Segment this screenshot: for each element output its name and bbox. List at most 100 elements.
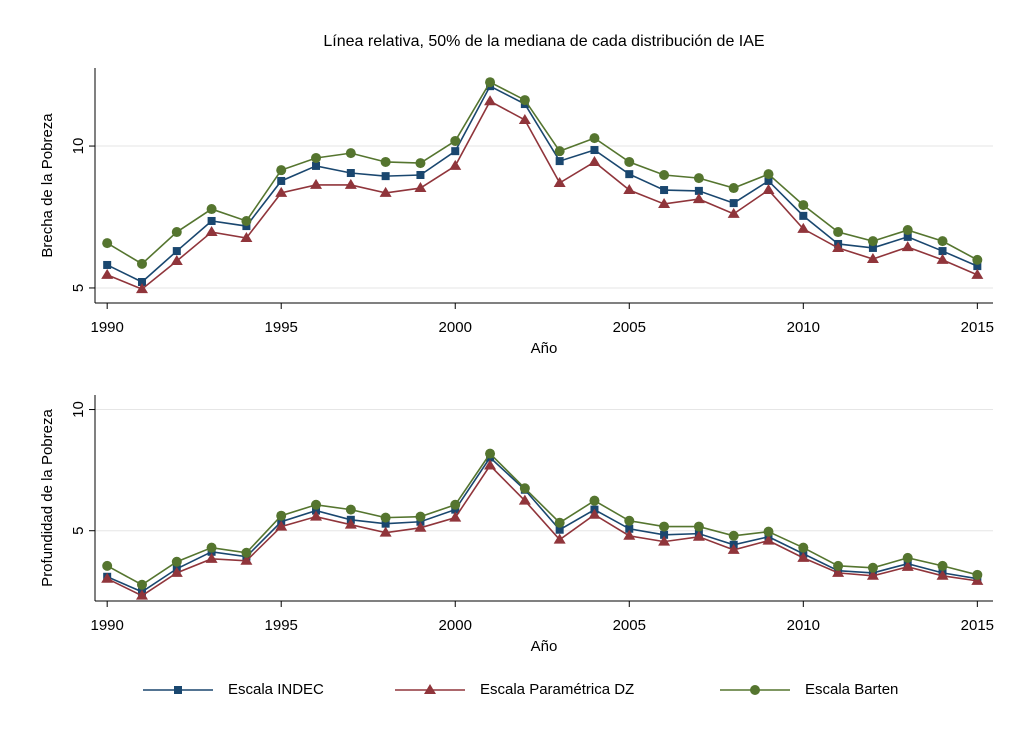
legend-label: Escala Barten (805, 681, 898, 698)
marker (798, 200, 809, 211)
marker (589, 495, 600, 506)
series-line (106, 81, 978, 265)
marker (797, 222, 810, 233)
marker (624, 156, 635, 167)
marker (588, 508, 601, 519)
marker (277, 176, 286, 185)
marker (728, 530, 739, 541)
marker (518, 113, 531, 124)
marker (762, 184, 775, 195)
marker (345, 504, 356, 515)
marker (588, 155, 601, 166)
marker (136, 579, 147, 590)
marker (693, 173, 704, 184)
marker (728, 183, 739, 194)
y-axis-label: Profundidad de la Pobreza (39, 409, 56, 587)
marker (416, 170, 425, 179)
marker (902, 552, 913, 563)
marker (903, 232, 912, 241)
marker (240, 554, 253, 565)
marker (485, 448, 496, 459)
marker (832, 241, 845, 252)
marker (101, 268, 114, 279)
marker (936, 253, 949, 264)
marker (867, 562, 878, 573)
marker (937, 236, 948, 247)
marker (971, 574, 984, 585)
marker (623, 184, 636, 195)
marker (590, 146, 599, 155)
marker (135, 283, 148, 294)
marker (797, 551, 810, 562)
marker (973, 262, 982, 271)
marker (936, 569, 949, 580)
marker (205, 552, 218, 563)
marker (484, 459, 497, 470)
marker (450, 135, 461, 146)
marker (206, 204, 217, 215)
x-tick-label: 1990 (90, 617, 123, 634)
marker (866, 569, 879, 580)
marker (312, 506, 321, 515)
x-tick-label: 2010 (787, 319, 820, 336)
marker (380, 156, 391, 167)
marker (832, 566, 845, 577)
marker (519, 483, 530, 494)
marker (971, 268, 984, 279)
marker (658, 197, 671, 208)
marker (170, 566, 183, 577)
marker (589, 133, 600, 144)
x-tick-label: 2015 (961, 319, 994, 336)
marker (553, 533, 566, 544)
marker (485, 77, 496, 88)
marker (379, 526, 392, 537)
marker (103, 260, 112, 269)
x-tick-label: 2010 (787, 617, 820, 634)
marker (172, 247, 181, 256)
marker (625, 524, 634, 533)
marker (381, 519, 390, 528)
marker (170, 254, 183, 265)
marker (692, 530, 705, 541)
marker (380, 512, 391, 523)
marker (310, 178, 323, 189)
y-tick-label: 10 (70, 138, 87, 155)
marker (275, 186, 288, 197)
marker (206, 542, 217, 553)
x-tick-label: 1995 (265, 319, 298, 336)
series-line (106, 100, 978, 291)
marker (660, 186, 669, 195)
marker (241, 215, 252, 226)
marker (310, 510, 323, 521)
marker (451, 147, 460, 156)
marker (623, 529, 636, 540)
marker (101, 572, 114, 583)
marker (937, 560, 948, 571)
y-axis-label: Brecha de la Pobreza (39, 113, 56, 258)
marker (207, 216, 216, 225)
marker (171, 227, 182, 238)
x-tick-label: 2005 (613, 617, 646, 634)
marker (344, 518, 357, 529)
marker (381, 172, 390, 181)
marker (241, 547, 252, 558)
marker (135, 589, 148, 600)
marker (750, 685, 760, 695)
y-tick-label: 5 (70, 527, 87, 535)
marker (449, 159, 462, 170)
marker (694, 186, 703, 195)
marker (450, 499, 461, 510)
marker (205, 226, 218, 237)
marker (312, 161, 321, 170)
marker (762, 534, 775, 545)
marker (137, 277, 146, 286)
x-tick-label: 2000 (439, 319, 472, 336)
marker (764, 176, 773, 185)
marker (902, 225, 913, 236)
marker (729, 199, 738, 208)
marker (692, 193, 705, 204)
legend-label: Escala Paramétrica DZ (480, 681, 634, 698)
marker (424, 684, 436, 694)
marker (659, 521, 670, 532)
marker (938, 247, 947, 256)
